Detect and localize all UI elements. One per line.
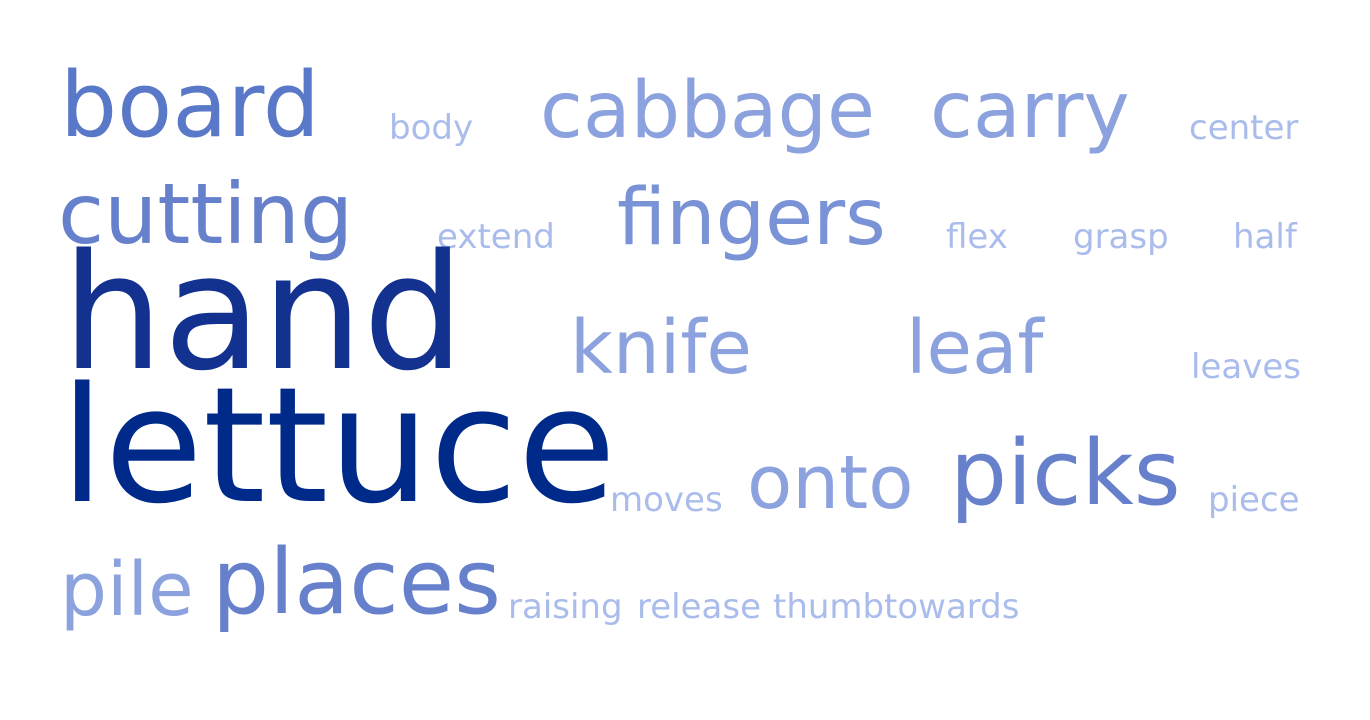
word-flex: flex xyxy=(946,217,1008,258)
word-board: board xyxy=(60,53,320,159)
word-carry: carry xyxy=(930,66,1130,157)
word-knife: knife xyxy=(570,305,752,392)
word-lettuce: lettuce xyxy=(60,352,617,540)
word-pile: pile xyxy=(60,547,194,634)
word-leaves: leaves xyxy=(1191,347,1301,388)
word-grasp: grasp xyxy=(1073,217,1169,258)
word-leaf: leaf xyxy=(906,305,1044,392)
word-center: center xyxy=(1189,108,1299,149)
word-towards: towards xyxy=(884,587,1020,628)
word-piece: piece xyxy=(1208,480,1300,521)
word-moves: moves xyxy=(610,480,723,521)
word-cutting: cutting xyxy=(58,164,354,263)
word-half: half xyxy=(1233,217,1297,258)
word-hand: hand xyxy=(62,219,465,407)
word-thumb: thumb xyxy=(773,587,885,628)
word-fingers: fingers xyxy=(617,173,886,264)
word-onto: onto xyxy=(747,440,914,527)
word-raising: raising xyxy=(508,587,623,628)
word-places: places xyxy=(212,530,502,636)
word-release: release xyxy=(637,587,761,628)
word-body: body xyxy=(389,108,474,149)
word-extend: extend xyxy=(437,217,555,258)
word-cabbage: cabbage xyxy=(540,66,876,157)
word-picks: picks xyxy=(950,421,1181,527)
